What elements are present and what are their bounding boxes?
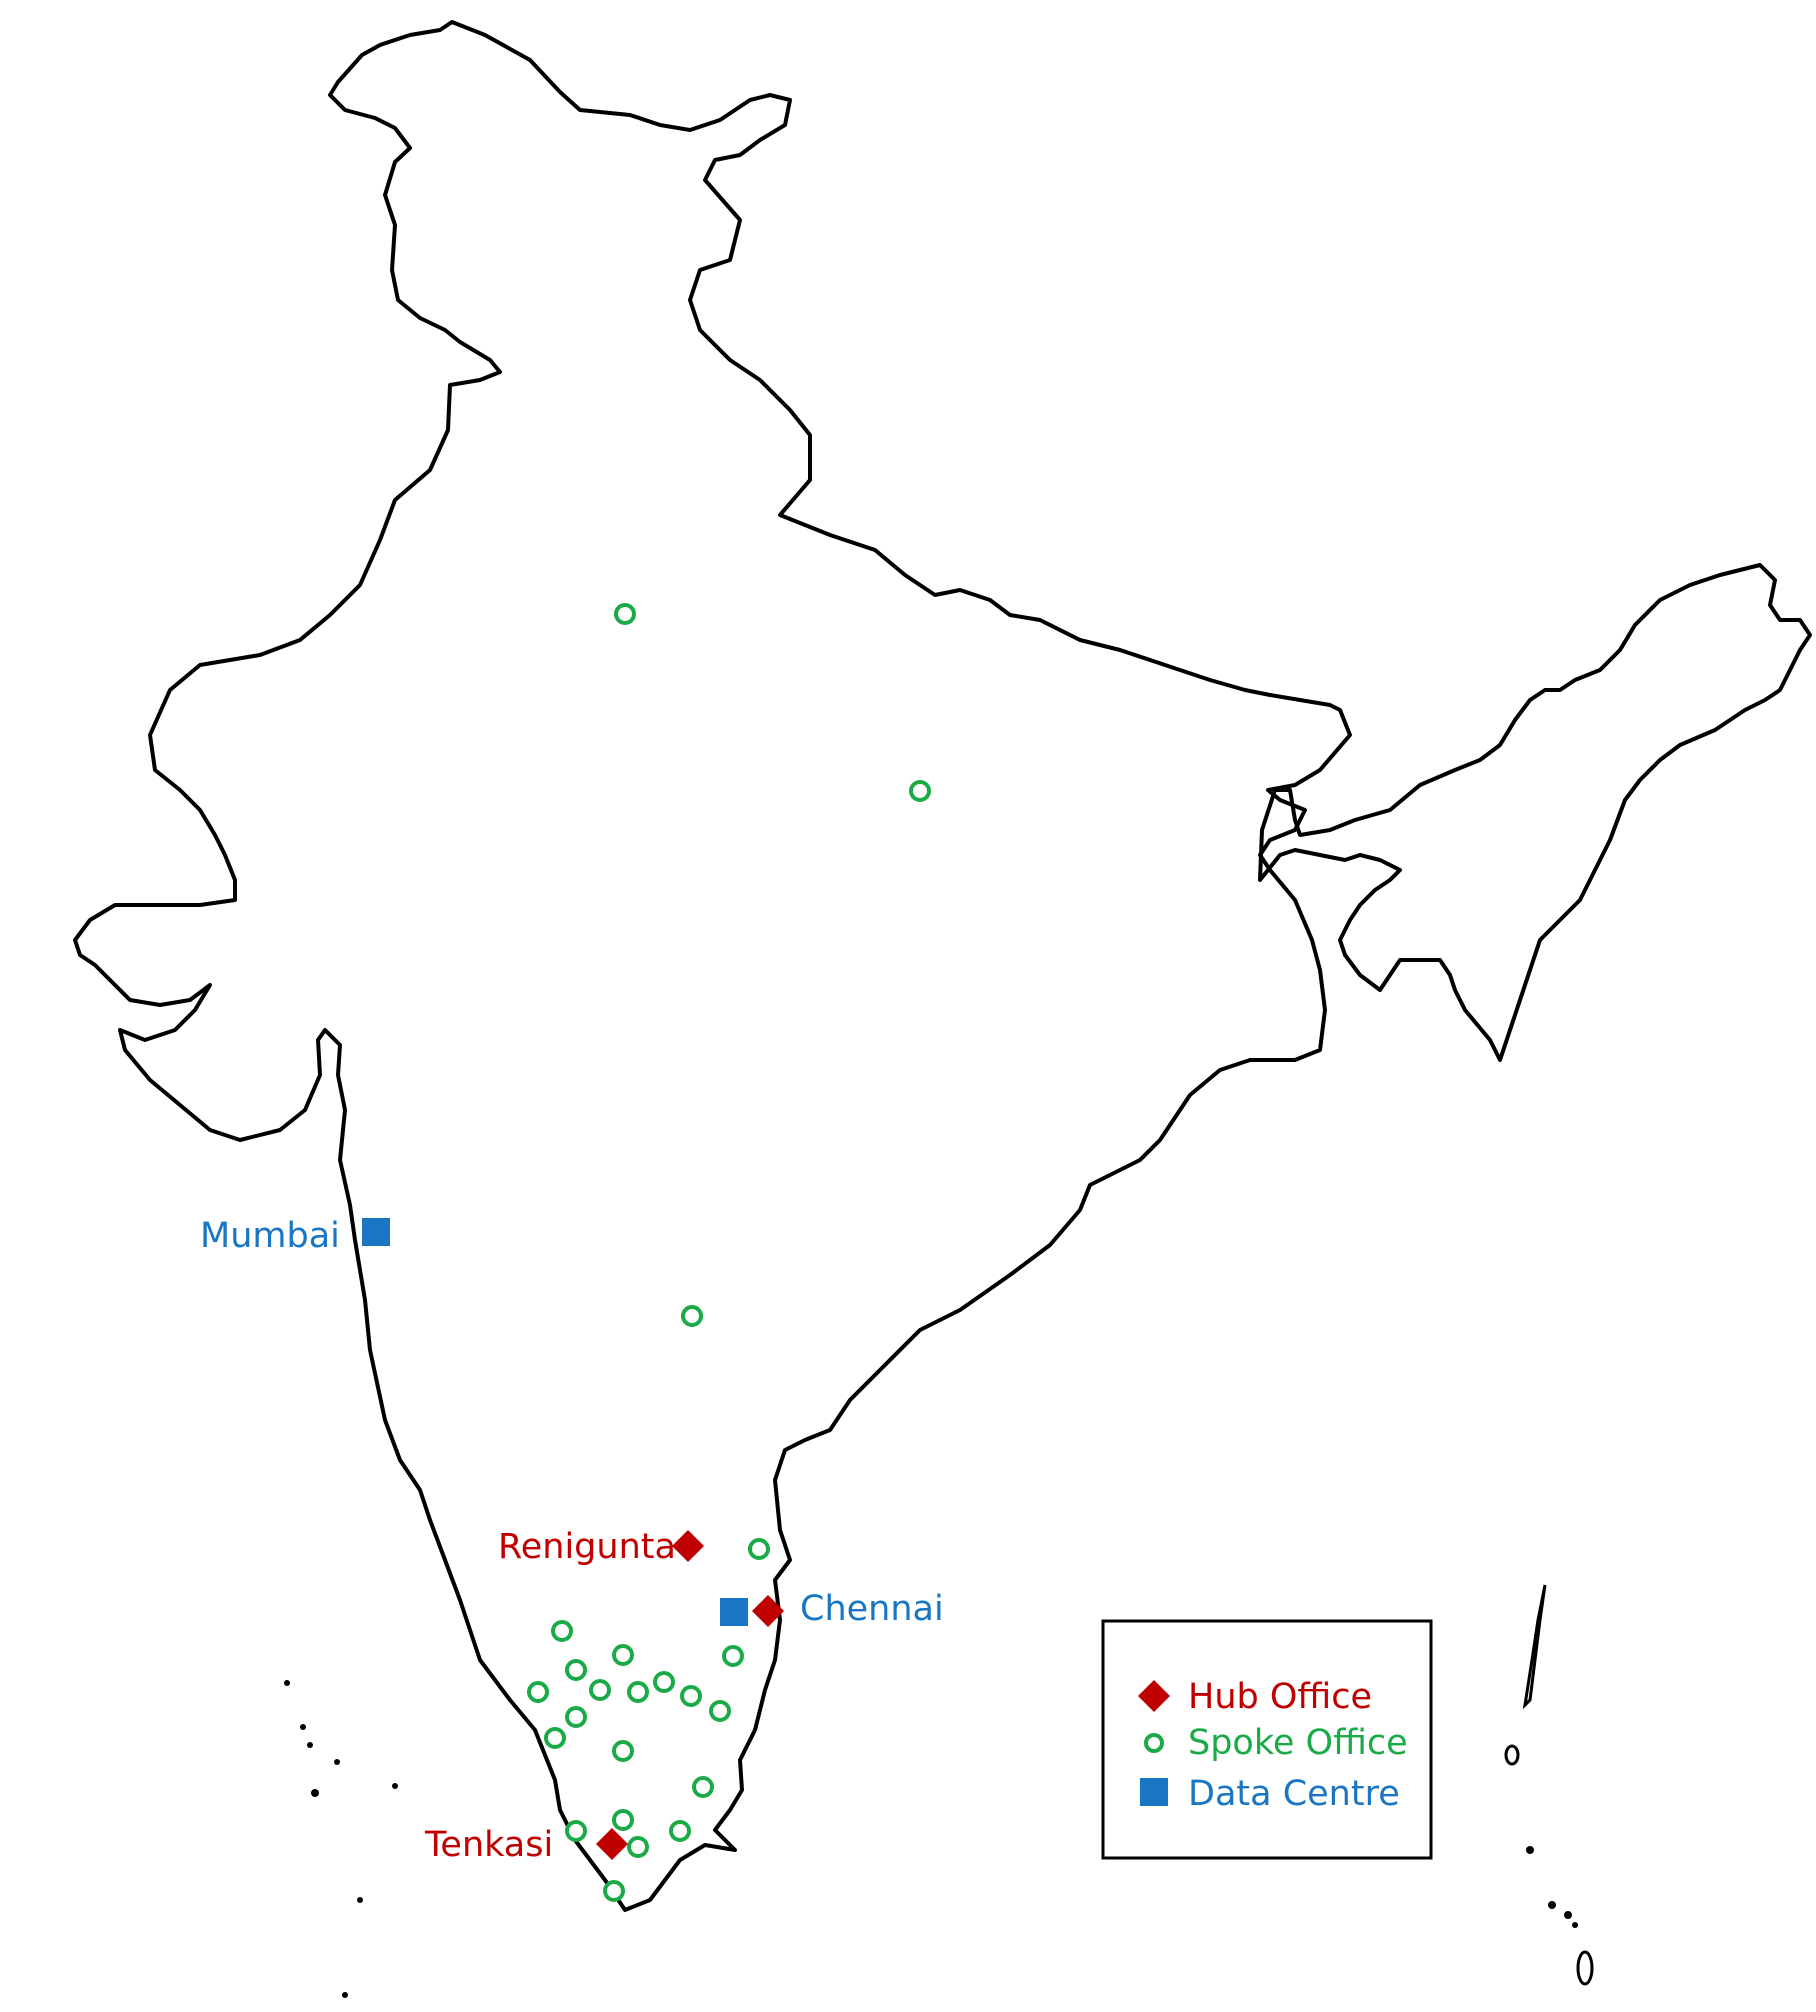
spoke-office-marker xyxy=(748,1538,770,1560)
legend-hub-icon xyxy=(1138,1680,1170,1712)
spoke-office-marker xyxy=(612,1809,634,1831)
spoke-offices xyxy=(527,603,931,1902)
label-tenkasi: Tenkasi xyxy=(424,1825,553,1865)
spoke-office-marker xyxy=(589,1679,611,1701)
northeast-outline xyxy=(1258,563,1812,1062)
andaman-nicobar-islands xyxy=(1504,1584,1594,1986)
spoke-office-marker xyxy=(692,1776,714,1798)
spoke-office-marker xyxy=(669,1820,691,1842)
spoke-office-marker xyxy=(680,1685,702,1707)
legend-data-centre-icon xyxy=(1140,1778,1168,1806)
spoke-office-marker xyxy=(603,1880,625,1902)
legend-hub-label: Hub Office xyxy=(1188,1677,1372,1717)
hub-office-tenkasi-marker xyxy=(596,1828,628,1860)
data-centre-chennai-marker xyxy=(720,1598,748,1626)
spoke-office-marker xyxy=(551,1620,573,1642)
spoke-office-marker xyxy=(681,1305,703,1327)
legend: Hub Office Spoke Office Data Centre xyxy=(1101,1619,1433,1860)
spoke-office-marker xyxy=(565,1659,587,1681)
spoke-office-marker xyxy=(544,1727,566,1749)
spoke-office-marker xyxy=(614,603,636,625)
legend-data-centre-label: Data Centre xyxy=(1188,1774,1400,1814)
spoke-office-marker xyxy=(527,1681,549,1703)
spoke-office-marker xyxy=(612,1740,634,1762)
spoke-office-marker xyxy=(612,1644,634,1666)
spoke-office-marker xyxy=(653,1671,675,1693)
lakshadweep-islands xyxy=(284,1680,398,1998)
label-chennai: Chennai xyxy=(800,1589,944,1629)
spoke-office-marker xyxy=(627,1681,649,1703)
label-renigunta: Renigunta xyxy=(498,1527,676,1567)
label-mumbai: Mumbai xyxy=(200,1216,340,1256)
spoke-office-marker xyxy=(627,1836,649,1858)
legend-spoke-icon xyxy=(1144,1733,1164,1753)
legend-spoke-label: Spoke Office xyxy=(1188,1723,1408,1763)
data-centre-mumbai-marker xyxy=(362,1218,390,1246)
spoke-office-marker xyxy=(709,1700,731,1722)
india-outline xyxy=(73,20,1352,1912)
hub-office-renigunta-marker xyxy=(672,1530,704,1562)
hub-office-chennai-marker xyxy=(752,1595,784,1627)
spoke-office-marker xyxy=(722,1645,744,1667)
spoke-office-marker xyxy=(565,1820,587,1842)
spoke-office-marker xyxy=(565,1706,587,1728)
spoke-office-marker xyxy=(909,780,931,802)
legend-box xyxy=(1101,1619,1433,1860)
nicobar-dots xyxy=(1526,1846,1578,1928)
